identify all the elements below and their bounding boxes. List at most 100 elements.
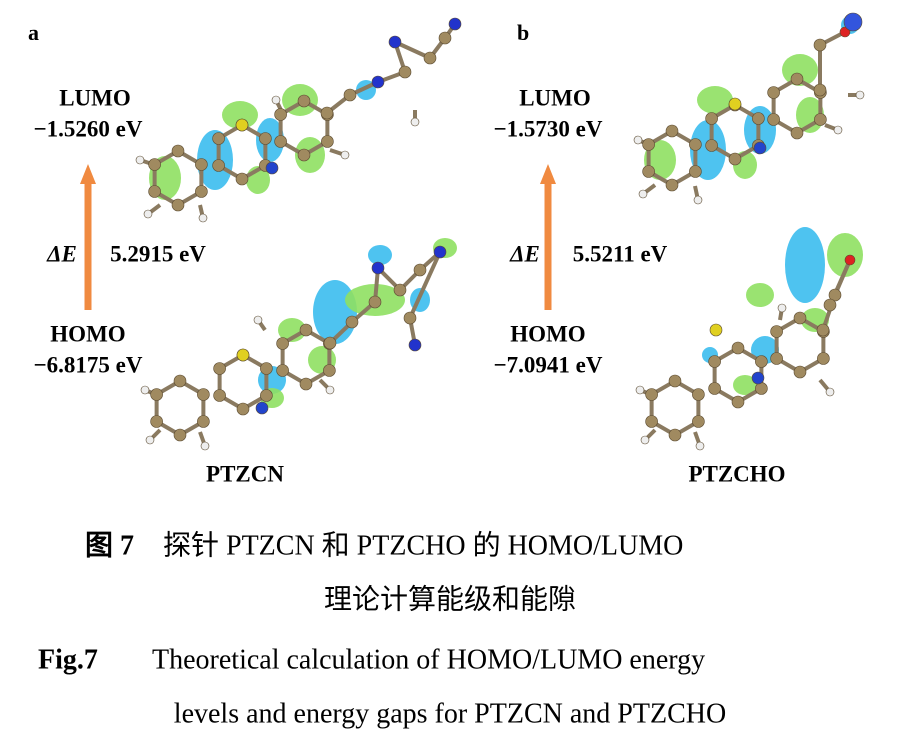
atom (259, 132, 272, 145)
caption: 图 7 探针 PTZCN 和 PTZCHO 的 HOMO/LUMO 理论计算能级… (38, 529, 726, 729)
atom (323, 364, 336, 377)
panel-tag: a (28, 20, 39, 45)
atom (668, 374, 682, 388)
atom (767, 113, 780, 126)
atom (197, 415, 210, 428)
lumo-label: LUMO (519, 85, 591, 110)
atom (448, 17, 462, 31)
atom (708, 382, 721, 395)
atom (705, 139, 718, 152)
atom (410, 117, 420, 127)
atom (833, 125, 843, 135)
orbital-lobe (222, 101, 258, 129)
atom (235, 172, 249, 186)
orbital-lobe (197, 130, 233, 190)
atom (814, 113, 827, 126)
atom (260, 362, 273, 375)
atom (236, 402, 250, 416)
atom (274, 108, 287, 121)
atom (817, 352, 830, 365)
atom (839, 26, 851, 38)
atom (212, 159, 225, 172)
atom (423, 51, 437, 65)
atom (265, 161, 279, 175)
atom (171, 198, 185, 212)
arrow-head (540, 164, 556, 184)
atom (692, 415, 705, 428)
atom (790, 72, 804, 86)
atom (728, 152, 742, 166)
atom (195, 185, 208, 198)
gap-value: 5.2915 eV (110, 241, 206, 266)
atom (752, 112, 765, 125)
atom (213, 362, 226, 375)
atom (642, 138, 655, 151)
atom (260, 389, 273, 402)
atom (340, 150, 350, 160)
atom (148, 185, 161, 198)
atom (343, 88, 357, 102)
atom (299, 377, 313, 391)
atom (705, 112, 718, 125)
arrow-head (80, 164, 96, 184)
lumo-energy: −1.5260 eV (34, 116, 143, 141)
caption-en-line: levels and energy gaps for PTZCN and PTZ… (174, 698, 726, 729)
caption-en-line: Theoretical calculation of HOMO/LUMO ene… (152, 644, 705, 675)
orbital-lobe (697, 86, 733, 114)
orbital-lobe (746, 283, 774, 307)
atom (433, 245, 447, 259)
atom (140, 385, 150, 395)
caption-zh-line: 理论计算能级和能隙 (324, 583, 576, 615)
atom (297, 148, 311, 162)
orbital-lobe (368, 245, 392, 265)
atom (689, 165, 702, 178)
atom (689, 138, 702, 151)
orbital-lobe (313, 280, 357, 344)
atom (150, 388, 163, 401)
atom (276, 364, 289, 377)
atom (755, 355, 768, 368)
atom (235, 118, 249, 132)
atom (828, 288, 842, 302)
orbital-lobe (827, 233, 863, 277)
atom (255, 401, 269, 415)
atom (173, 374, 187, 388)
atom (371, 75, 385, 89)
gap-symbol: ΔE (509, 241, 540, 266)
homo-energy: −7.0941 eV (494, 352, 603, 377)
atom (855, 90, 865, 100)
atom (844, 254, 856, 266)
atom (635, 385, 645, 395)
atom (135, 155, 145, 165)
gap-value: 5.5211 eV (573, 241, 668, 266)
atom (388, 35, 402, 49)
atom (413, 263, 427, 277)
atom (793, 365, 807, 379)
atom (143, 209, 153, 219)
atom (843, 12, 863, 32)
atom (150, 415, 163, 428)
atom (148, 158, 161, 171)
atom (171, 144, 185, 158)
gap-symbol: ΔE (46, 241, 77, 266)
atom (368, 295, 382, 309)
atom (271, 95, 281, 105)
atom (731, 395, 745, 409)
atom (200, 441, 210, 451)
atom (253, 315, 263, 325)
atom (813, 83, 827, 97)
atom (345, 315, 359, 329)
atom (751, 371, 765, 385)
atom (816, 323, 830, 337)
atom (213, 389, 226, 402)
atom (276, 337, 289, 350)
atom (236, 348, 250, 362)
atom (638, 189, 648, 199)
homo-label: HOMO (510, 321, 585, 346)
atom (393, 283, 407, 297)
bond (408, 251, 442, 319)
orbital-lobe (785, 227, 825, 303)
homo-label: HOMO (50, 321, 125, 346)
molecule-name: PTZCN (206, 461, 284, 486)
